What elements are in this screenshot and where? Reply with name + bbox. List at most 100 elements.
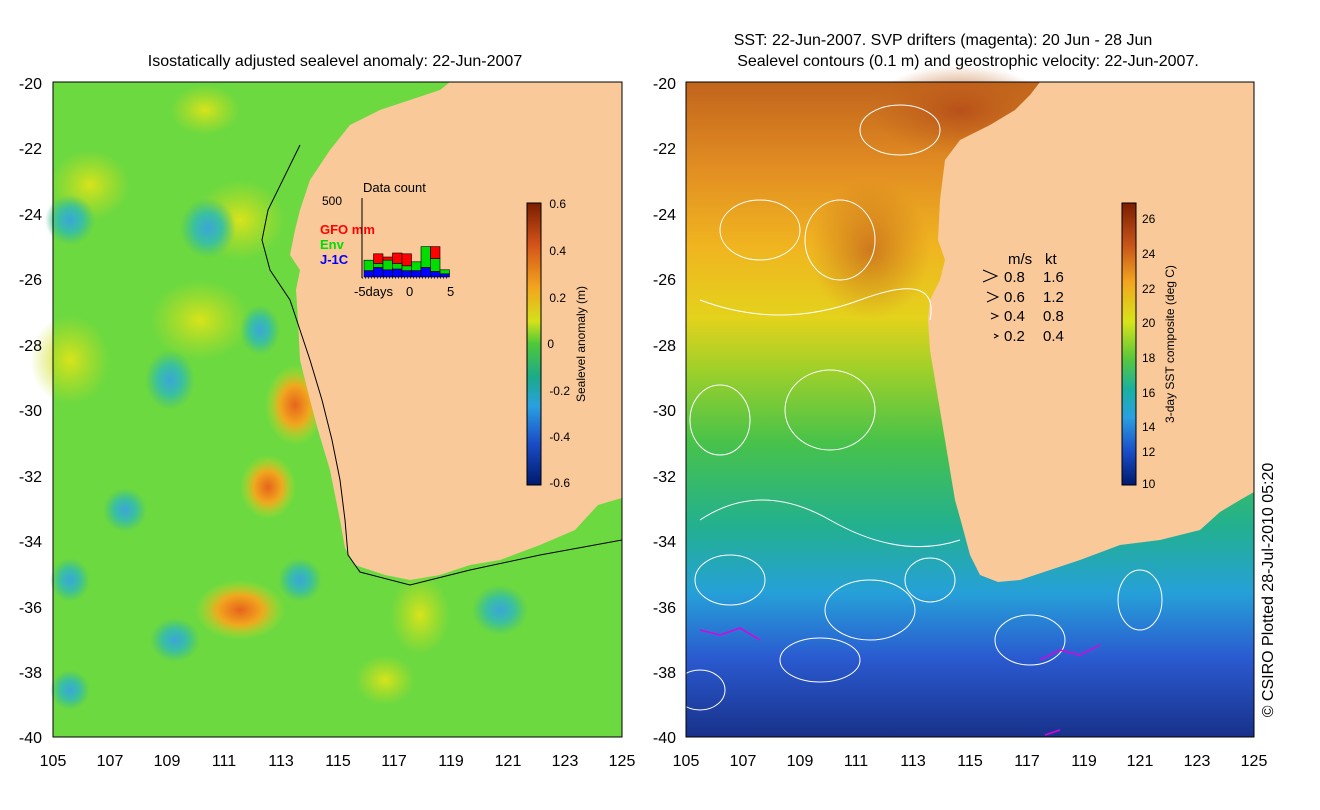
sst-colorbar-label: 3-day SST composite (deg C) bbox=[1163, 265, 1177, 423]
velocity-key-kt: 1.6 bbox=[1043, 269, 1064, 286]
svg-text:-22: -22 bbox=[19, 141, 42, 158]
inset-bar-blue bbox=[420, 267, 431, 278]
svg-text:117: 117 bbox=[381, 753, 407, 770]
svg-text:24: 24 bbox=[1142, 247, 1156, 261]
velocity-key-ms: 0.8 bbox=[1004, 269, 1025, 286]
svg-text:125: 125 bbox=[609, 753, 636, 770]
svg-text:-0.6: -0.6 bbox=[549, 476, 570, 490]
velocity-key-ms: 0.4 bbox=[1004, 308, 1025, 325]
inset-bar-red bbox=[382, 256, 393, 261]
svg-text:117: 117 bbox=[1014, 753, 1040, 770]
right-map-title-line1: SST: 22-Jun-2007. SVP drifters (magenta)… bbox=[734, 32, 1153, 49]
svg-text:18: 18 bbox=[1142, 351, 1156, 365]
inset-bar-green bbox=[392, 263, 403, 270]
velocity-key-header-ms: m/s bbox=[1008, 251, 1032, 268]
svg-text:-24: -24 bbox=[653, 207, 676, 224]
svg-text:119: 119 bbox=[438, 753, 464, 770]
inset-bar-green bbox=[439, 269, 450, 275]
inset-x-label-start: -5days bbox=[354, 284, 394, 299]
svg-text:16: 16 bbox=[1142, 386, 1156, 400]
svg-text:113: 113 bbox=[900, 753, 926, 770]
svg-text:121: 121 bbox=[495, 753, 522, 770]
svg-text:-32: -32 bbox=[653, 469, 676, 486]
data-count-inset: Data count 500 GFO mm Env J-1C -5days 0 … bbox=[320, 180, 454, 299]
inset-bars bbox=[363, 246, 450, 278]
inset-bar-blue bbox=[439, 273, 450, 278]
svg-text:12: 12 bbox=[1142, 445, 1156, 459]
velocity-key-ms: 0.6 bbox=[1004, 289, 1025, 306]
svg-text:109: 109 bbox=[154, 753, 181, 770]
svg-text:119: 119 bbox=[1071, 753, 1097, 770]
left-map-title: Isostatically adjusted sealevel anomaly:… bbox=[148, 53, 523, 70]
velocity-key: m/s kt 0.8 1.6 0.6 1.2 0.4 0.8 0.2 0.4 bbox=[982, 251, 1064, 345]
svg-text:115: 115 bbox=[325, 753, 351, 770]
inset-bar-green bbox=[382, 259, 393, 271]
svg-text:26: 26 bbox=[1142, 212, 1156, 226]
inset-x-label-end: 5 bbox=[447, 284, 454, 299]
svg-text:-20: -20 bbox=[653, 76, 676, 93]
svg-text:-30: -30 bbox=[19, 403, 42, 420]
inset-bar-blue bbox=[382, 269, 393, 278]
left-map: Isostatically adjusted sealevel anomaly:… bbox=[19, 53, 636, 770]
inset-bar-green bbox=[411, 261, 422, 271]
sla-colorbar-label: Sealevel anomaly (m) bbox=[574, 286, 588, 402]
inset-x-label-mid: 0 bbox=[406, 284, 413, 299]
svp-drifters bbox=[699, 627, 1101, 736]
svg-text:-30: -30 bbox=[653, 403, 676, 420]
right-map-title-line2: Sealevel contours (0.1 m) and geostrophi… bbox=[737, 53, 1199, 70]
inset-bar-blue bbox=[430, 271, 441, 278]
velocity-key-header-kt: kt bbox=[1045, 251, 1058, 268]
svg-text:-28: -28 bbox=[19, 338, 42, 355]
svg-text:111: 111 bbox=[212, 753, 236, 770]
velocity-key-kt: 0.8 bbox=[1043, 308, 1064, 325]
svg-text:-32: -32 bbox=[19, 469, 42, 486]
svg-text:121: 121 bbox=[1127, 753, 1154, 770]
svg-text:107: 107 bbox=[730, 753, 757, 770]
svg-text:-38: -38 bbox=[19, 665, 42, 682]
svg-text:-20: -20 bbox=[19, 76, 42, 93]
svg-text:-38: -38 bbox=[653, 665, 676, 682]
inset-bar-red bbox=[430, 246, 441, 259]
svg-text:-0.2: -0.2 bbox=[549, 384, 570, 398]
svg-text:125: 125 bbox=[1241, 753, 1268, 770]
svg-text:-36: -36 bbox=[653, 600, 676, 617]
svg-text:111: 111 bbox=[844, 753, 868, 770]
inset-title: Data count bbox=[363, 180, 426, 195]
inset-bar-green bbox=[430, 258, 441, 272]
svg-text:-26: -26 bbox=[653, 272, 676, 289]
svg-text:-0.4: -0.4 bbox=[549, 430, 570, 444]
inset-bar-red bbox=[401, 253, 412, 267]
svg-text:22: 22 bbox=[1142, 282, 1156, 296]
svg-text:-34: -34 bbox=[653, 534, 676, 551]
svg-text:0.2: 0.2 bbox=[549, 291, 566, 305]
left-lon-axis: 105 107 109 111 113 115 117 119 121 123 … bbox=[40, 753, 636, 770]
svg-text:20: 20 bbox=[1142, 316, 1156, 330]
legend-j1c: J-1C bbox=[320, 252, 349, 267]
right-map: SST: 22-Jun-2007. SVP drifters (magenta)… bbox=[653, 32, 1268, 770]
velocity-key-kt: 0.4 bbox=[1043, 328, 1064, 345]
svg-text:-26: -26 bbox=[19, 272, 42, 289]
svg-text:-28: -28 bbox=[653, 338, 676, 355]
right-land bbox=[928, 82, 1254, 582]
svg-text:-34: -34 bbox=[19, 534, 42, 551]
svg-text:113: 113 bbox=[268, 753, 294, 770]
inset-max-label: 500 bbox=[322, 194, 342, 208]
inset-bar-green bbox=[401, 265, 412, 271]
velocity-key-ms: 0.2 bbox=[1004, 328, 1025, 345]
legend-env: Env bbox=[320, 237, 345, 252]
plot-credit: © CSIRO Plotted 28-Jul-2010 05:20 bbox=[1260, 463, 1277, 718]
left-lat-axis: -20 -22 -24 -26 -28 -30 -32 -34 -36 -38 … bbox=[19, 76, 42, 747]
inset-bar-blue bbox=[411, 270, 422, 278]
legend-gfo: GFO mm bbox=[320, 222, 375, 237]
svg-text:0.6: 0.6 bbox=[549, 197, 566, 211]
inset-bar-red bbox=[373, 253, 384, 264]
svg-text:0: 0 bbox=[547, 337, 554, 351]
velocity-arrow-icon bbox=[990, 312, 1000, 320]
svg-text:-40: -40 bbox=[19, 730, 42, 747]
svg-text:107: 107 bbox=[97, 753, 124, 770]
sst-colorbar: 26 24 22 20 18 16 14 12 10 3-day SST com… bbox=[1121, 202, 1177, 491]
inset-bar-blue bbox=[401, 270, 412, 278]
inset-bar-green bbox=[363, 259, 374, 271]
svg-text:-24: -24 bbox=[19, 207, 42, 224]
